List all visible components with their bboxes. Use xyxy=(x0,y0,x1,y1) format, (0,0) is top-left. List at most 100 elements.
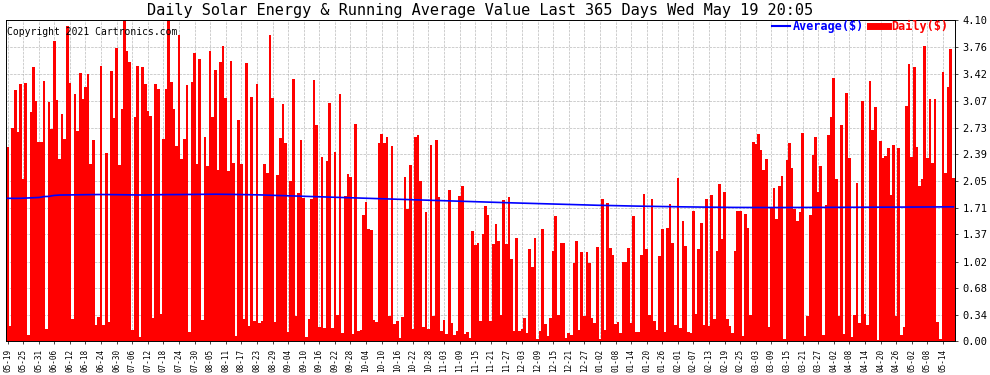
Bar xyxy=(266,172,268,342)
Bar xyxy=(391,146,393,342)
Bar xyxy=(375,321,378,342)
Bar xyxy=(370,230,372,342)
Bar xyxy=(447,190,450,342)
Bar xyxy=(476,243,479,342)
Bar xyxy=(773,188,775,342)
Bar xyxy=(721,239,724,342)
Bar xyxy=(911,157,913,342)
Bar xyxy=(76,130,79,342)
Bar xyxy=(705,199,708,342)
Bar xyxy=(351,334,354,342)
Bar xyxy=(185,85,188,342)
Bar xyxy=(882,158,884,342)
Bar xyxy=(544,324,546,342)
Bar xyxy=(121,109,123,342)
Bar xyxy=(500,315,503,342)
Bar xyxy=(129,62,131,342)
Bar xyxy=(588,263,591,342)
Bar xyxy=(289,181,292,342)
Bar xyxy=(643,194,645,342)
Bar xyxy=(614,324,617,342)
Bar xyxy=(648,315,650,342)
Bar xyxy=(443,320,446,342)
Bar xyxy=(331,328,334,342)
Bar xyxy=(708,326,711,342)
Bar xyxy=(354,124,357,342)
Bar xyxy=(263,165,266,342)
Bar xyxy=(48,102,50,342)
Bar xyxy=(952,178,954,342)
Bar xyxy=(871,130,874,342)
Bar xyxy=(238,120,240,342)
Bar xyxy=(879,141,882,342)
Bar xyxy=(240,164,243,342)
Bar xyxy=(903,327,905,342)
Bar xyxy=(628,248,630,342)
Bar xyxy=(276,175,279,342)
Bar xyxy=(638,333,641,342)
Bar xyxy=(471,231,474,342)
Bar xyxy=(81,99,84,342)
Bar xyxy=(425,211,427,342)
Bar xyxy=(71,318,74,342)
Bar xyxy=(718,183,721,342)
Bar xyxy=(404,177,406,342)
Bar xyxy=(934,99,937,342)
Bar xyxy=(188,332,191,342)
Bar xyxy=(679,327,682,342)
Bar xyxy=(489,321,492,342)
Bar xyxy=(201,320,204,342)
Bar xyxy=(342,333,344,342)
Bar xyxy=(151,318,154,342)
Bar xyxy=(255,84,258,342)
Bar xyxy=(510,259,513,342)
Bar xyxy=(233,164,235,342)
Bar xyxy=(630,323,633,342)
Bar xyxy=(33,67,35,342)
Bar xyxy=(284,143,287,342)
Bar xyxy=(344,196,346,342)
Bar xyxy=(12,128,14,342)
Bar xyxy=(214,69,217,342)
Bar xyxy=(591,318,593,342)
Bar xyxy=(524,318,526,342)
Bar xyxy=(346,174,349,342)
Bar xyxy=(157,89,159,342)
Bar xyxy=(302,198,305,342)
Bar xyxy=(154,84,157,342)
Bar xyxy=(482,234,484,342)
Bar xyxy=(222,45,225,342)
Bar xyxy=(116,48,118,342)
Bar xyxy=(855,183,858,342)
Bar xyxy=(539,331,542,342)
Bar xyxy=(633,216,635,342)
Bar xyxy=(401,317,404,342)
Bar xyxy=(497,241,500,342)
Bar xyxy=(869,81,871,342)
Bar xyxy=(835,180,838,342)
Bar xyxy=(770,207,773,342)
Bar xyxy=(804,336,807,342)
Bar xyxy=(225,98,227,342)
Bar xyxy=(308,319,310,342)
Bar xyxy=(466,332,468,342)
Bar xyxy=(892,145,895,342)
Bar xyxy=(655,330,658,342)
Bar xyxy=(671,243,674,342)
Bar xyxy=(788,142,791,342)
Bar xyxy=(828,135,830,342)
Bar xyxy=(292,78,295,342)
Bar xyxy=(513,331,516,342)
Bar xyxy=(863,315,866,342)
Bar xyxy=(46,328,48,342)
Bar xyxy=(399,338,401,342)
Bar xyxy=(367,229,370,342)
Bar xyxy=(905,106,908,342)
Bar xyxy=(183,139,185,342)
Bar xyxy=(669,204,671,342)
Bar xyxy=(212,117,214,342)
Bar xyxy=(697,249,700,342)
Bar xyxy=(676,178,679,342)
Bar xyxy=(243,319,246,342)
Bar xyxy=(359,330,362,342)
